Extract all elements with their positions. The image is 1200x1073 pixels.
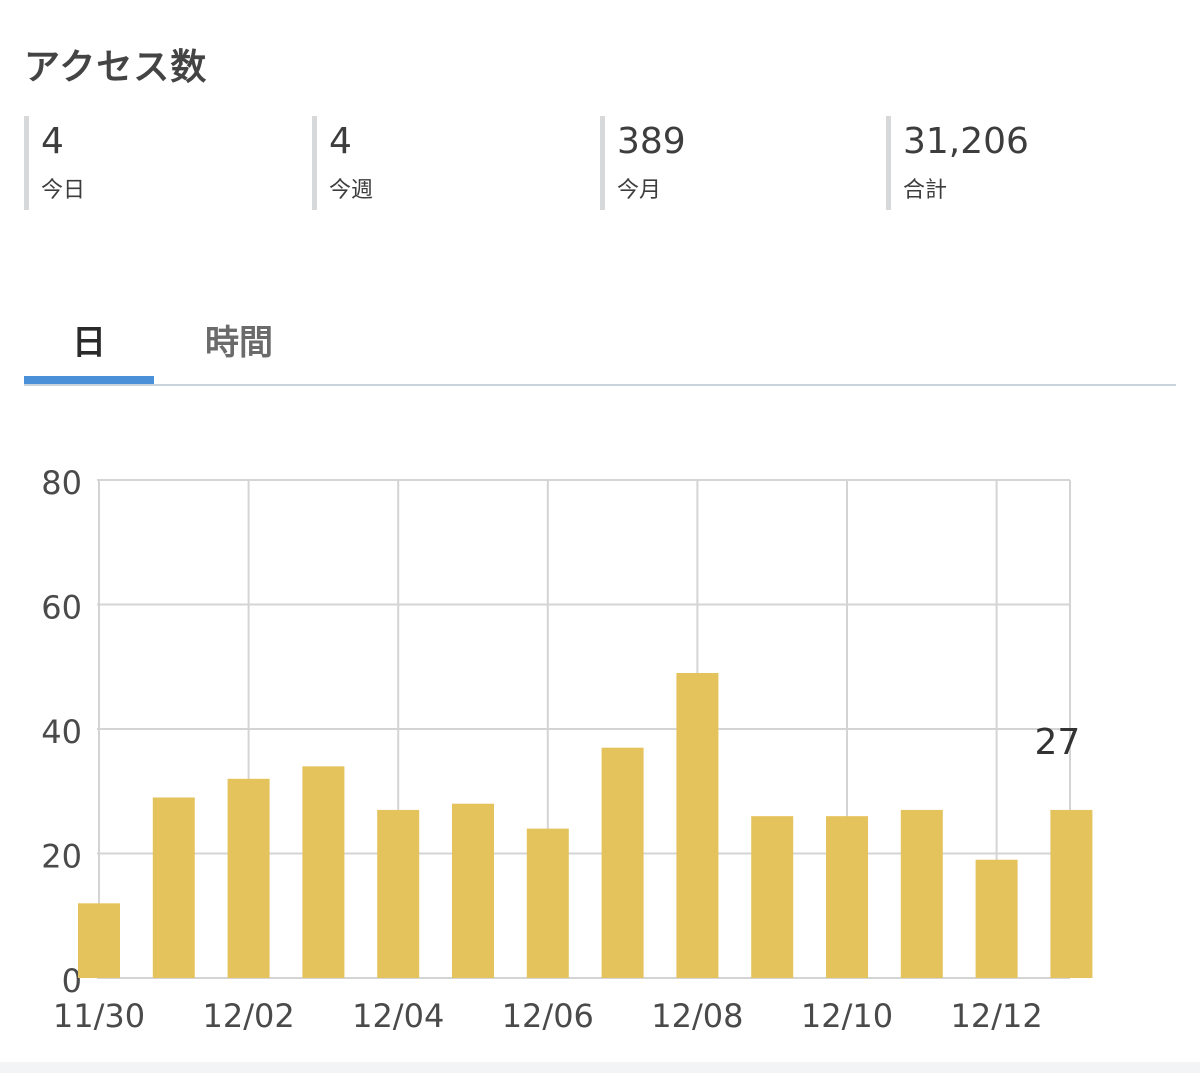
stat-value: 31,206 — [903, 121, 1029, 162]
y-tick-label: 20 — [41, 838, 82, 876]
y-tick-label: 0 — [62, 962, 82, 1000]
active-tab-indicator — [24, 376, 154, 384]
stat-value: 4 — [41, 121, 64, 162]
chart-bar — [152, 797, 195, 978]
page-title: アクセス数 — [24, 47, 208, 88]
stat-label: 今月 — [617, 178, 662, 203]
stat-value: 4 — [329, 121, 352, 162]
chart-bar — [676, 672, 719, 978]
chart-bar — [975, 859, 1018, 978]
stat-value: 389 — [617, 121, 686, 162]
y-tick-label: 40 — [41, 713, 82, 751]
chart-bar — [377, 809, 420, 978]
chart-bar — [227, 778, 270, 978]
stat-month: 389 今月 — [600, 116, 886, 210]
y-tick-label: 80 — [41, 464, 82, 502]
tab-hour[interactable]: 時間 — [205, 322, 273, 363]
chart-bar — [1050, 809, 1093, 978]
access-bar-chart: 0 20 40 60 80 11/30 12/02 12/04 12/06 12/08 12/10 1… — [0, 440, 1200, 1040]
period-tabs: 日 時間 — [24, 296, 1176, 388]
x-tick-label: 12/02 — [202, 997, 294, 1035]
stats-row: 4 今日 4 今週 389 今月 31,206 合計 — [24, 116, 1176, 210]
chart-bar — [302, 766, 345, 978]
bottom-bar — [0, 1062, 1200, 1073]
x-tick-label: 12/10 — [801, 997, 893, 1035]
tab-day[interactable]: 日 — [72, 322, 106, 363]
chart-bar — [526, 828, 569, 978]
stat-label: 今日 — [41, 178, 86, 203]
tab-divider — [24, 384, 1176, 386]
chart-bar — [601, 747, 644, 978]
x-tick-label: 12/04 — [352, 997, 444, 1035]
chart-bar — [900, 809, 943, 978]
x-tick-label: 12/08 — [651, 997, 743, 1035]
stat-total: 31,206 合計 — [886, 116, 1172, 210]
stat-label: 合計 — [903, 178, 948, 203]
y-tick-label: 60 — [41, 589, 82, 627]
chart-bar — [452, 803, 494, 978]
x-tick-label: 12/12 — [950, 997, 1042, 1035]
x-tick-label: 11/30 — [53, 997, 145, 1035]
bar-value-label: 27 — [1034, 722, 1080, 763]
x-tick-label: 12/06 — [502, 997, 594, 1035]
chart-bar — [751, 816, 794, 978]
stat-label: 今週 — [329, 178, 374, 203]
chart-bar — [826, 816, 868, 978]
stat-today: 4 今日 — [24, 116, 310, 210]
stat-week: 4 今週 — [312, 116, 598, 210]
chart-bar — [78, 903, 120, 978]
chart-svg: 0 20 40 60 80 11/30 12/02 12/04 12/06 12/08 12/10 1… — [41, 464, 1093, 1035]
